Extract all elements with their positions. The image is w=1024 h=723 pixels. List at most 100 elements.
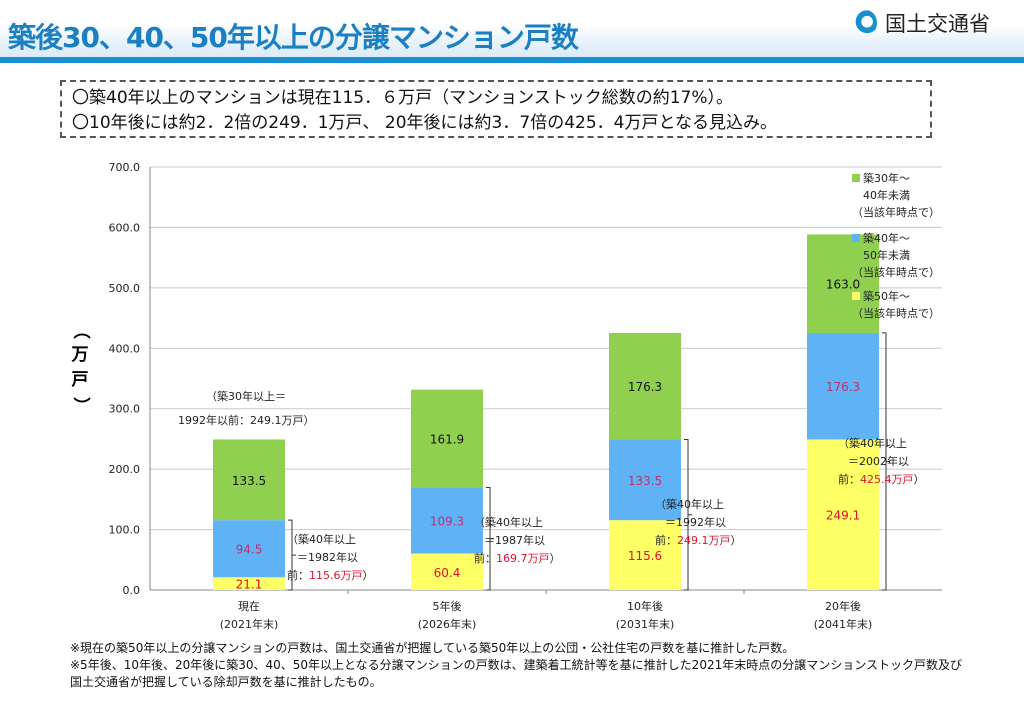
legend-swatch (852, 174, 860, 182)
legend-swatch (852, 292, 860, 300)
data-label: 60.4 (434, 566, 461, 580)
data-label: 115.6 (628, 549, 662, 563)
annotation-30yr: （築30年以上＝ 1992年以前：249.1万戸） (178, 388, 314, 430)
bracket (486, 486, 494, 591)
bracket (288, 519, 296, 591)
legend-label: 築30年～ (863, 172, 910, 185)
annotation-text: ） (362, 569, 374, 582)
legend-label: （当該年時点で） (852, 307, 940, 320)
annotation-40yr-2041: （築40年以上 ＝2002年以 前：425.4万戸） (838, 435, 925, 489)
page-title: 築後30、40、50年以上の分譲マンション戸数 (8, 21, 579, 54)
x-tick-label: 5年後 (433, 599, 462, 613)
bar-segment (609, 332, 681, 440)
legend-item-40yr: 築40年～ 50年未満 （当該年時点で） (852, 230, 940, 281)
summary-box: 〇築40年以上のマンションは現在115．６万戸（マンションストック総数の約17%… (60, 80, 932, 138)
footnotes: ※現在の築50年以上の分譲マンションの戸数は、国土交通省が把握している築50年以… (70, 640, 970, 691)
bracket (684, 438, 692, 591)
bar-segment (213, 439, 285, 521)
y-label-char: （ (70, 322, 91, 339)
y-tick-label: 400.0 (109, 342, 141, 355)
y-tick-label: 100.0 (109, 524, 141, 537)
annotation-value: 249.1万戸 (677, 534, 731, 547)
annotation-text: 前： (838, 473, 860, 486)
y-tick-label: 600.0 (109, 221, 141, 234)
legend-label: 築40年～ (863, 232, 910, 245)
annotation-line: （築30年以上＝ (206, 390, 286, 403)
legend-label: （当該年時点で） (852, 206, 940, 219)
y-label-char: ） (70, 397, 91, 414)
y-axis-label: （ 万 戸 ） (70, 318, 91, 418)
x-tick-sublabel: (2041年末) (814, 617, 873, 631)
bar-segment (807, 439, 879, 590)
bar-segment (213, 520, 285, 578)
org-name: 国土交通省 (885, 12, 990, 36)
legend-label: 40年未満 (863, 189, 910, 202)
bar-segment (411, 553, 483, 590)
y-label-char: 万 (71, 345, 89, 365)
header-band (0, 0, 1024, 62)
annotation-40yr-2021: （築40年以上 ＝1982年以 前：115.6万戸） (287, 531, 374, 585)
annotation-line: （築40年以上 (474, 516, 543, 529)
data-label: 94.5 (236, 543, 263, 557)
data-label: 109.3 (430, 514, 464, 528)
y-tick-label: 700.0 (109, 161, 141, 174)
data-label: 176.3 (628, 380, 662, 394)
x-tick-sublabel: (2021年末) (220, 617, 279, 631)
data-label: 161.9 (430, 433, 464, 447)
bar-segment (609, 520, 681, 590)
annotation-line: （築40年以上 (655, 498, 724, 511)
bar-segment (609, 439, 681, 521)
x-tick-sublabel: (2031年末) (616, 617, 675, 631)
y-tick-label: 0.0 (123, 584, 141, 597)
annotation-line: ＝1992年以 (665, 516, 726, 529)
legend-item-30yr: 築30年～ 40年未満 （当該年時点で） (852, 170, 940, 221)
data-label: 133.5 (232, 474, 266, 488)
annotation-text: ） (730, 534, 742, 547)
data-label: 21.1 (236, 578, 263, 592)
x-tick-label: 現在 (238, 600, 260, 613)
bar-segment (807, 234, 879, 333)
annotation-text: ） (913, 473, 925, 486)
data-label: 163.0 (826, 278, 860, 292)
data-label: 249.1 (826, 509, 860, 523)
data-label: 133.5 (628, 474, 662, 488)
footnote: ※5年後、10年後、20年後に築30、40、50年以上となる分譲マンションの戸数… (70, 658, 962, 689)
annotation-text: 前： (474, 552, 496, 565)
legend-label: 築50年～ (863, 290, 910, 303)
bar-segment (807, 332, 879, 440)
annotation-text: 前： (655, 534, 677, 547)
annotation-40yr-2026: （築40年以上 ＝1987年以 前：169.7万戸） (474, 514, 561, 568)
annotation-line: 1992年以前：249.1万戸） (178, 414, 315, 427)
bracket (882, 332, 890, 591)
annotation-line: ＝1982年以 (297, 551, 358, 564)
bar-segment (213, 577, 285, 590)
annotation-line: （築40年以上 (287, 533, 356, 546)
x-tick-label: 10年後 (627, 599, 663, 613)
y-label-char: 戸 (71, 370, 89, 390)
summary-line: 〇10年後には約2．2倍の249．1万戸、 20年後には約3．7倍の425．4万… (72, 113, 777, 133)
legend-swatch (852, 234, 860, 242)
legend-label: 50年未満 (863, 249, 910, 262)
x-tick-label: 20年後 (825, 599, 861, 613)
bar-segment (411, 389, 483, 488)
annotation-40yr-2031: （築40年以上 ＝1992年以 前：249.1万戸） (655, 496, 742, 550)
x-tick-sublabel: (2026年末) (418, 617, 477, 631)
annotation-line: （築40年以上 (838, 437, 907, 450)
annotation-line: ＝2002年以 (848, 455, 909, 468)
footnote: ※現在の築50年以上の分譲マンションの戸数は、国土交通省が把握している築50年以… (70, 641, 795, 655)
annotation-value: 115.6万戸 (309, 569, 363, 582)
annotation-text: ） (549, 552, 561, 565)
legend-item-50yr: 築50年～ （当該年時点で） (852, 288, 940, 322)
annotation-value: 425.4万戸 (860, 473, 914, 486)
summary-line: 〇築40年以上のマンションは現在115．６万戸（マンションストック総数の約17%… (72, 88, 734, 108)
header-rule (0, 57, 1024, 63)
data-label: 176.3 (826, 380, 860, 394)
y-tick-label: 300.0 (109, 403, 141, 416)
org-logo: 国土交通省 (855, 8, 990, 38)
legend-label: （当該年時点で） (852, 266, 940, 279)
annotation-text: 前： (287, 569, 309, 582)
bar-segment (411, 487, 483, 554)
annotation-value: 169.7万戸 (496, 552, 550, 565)
